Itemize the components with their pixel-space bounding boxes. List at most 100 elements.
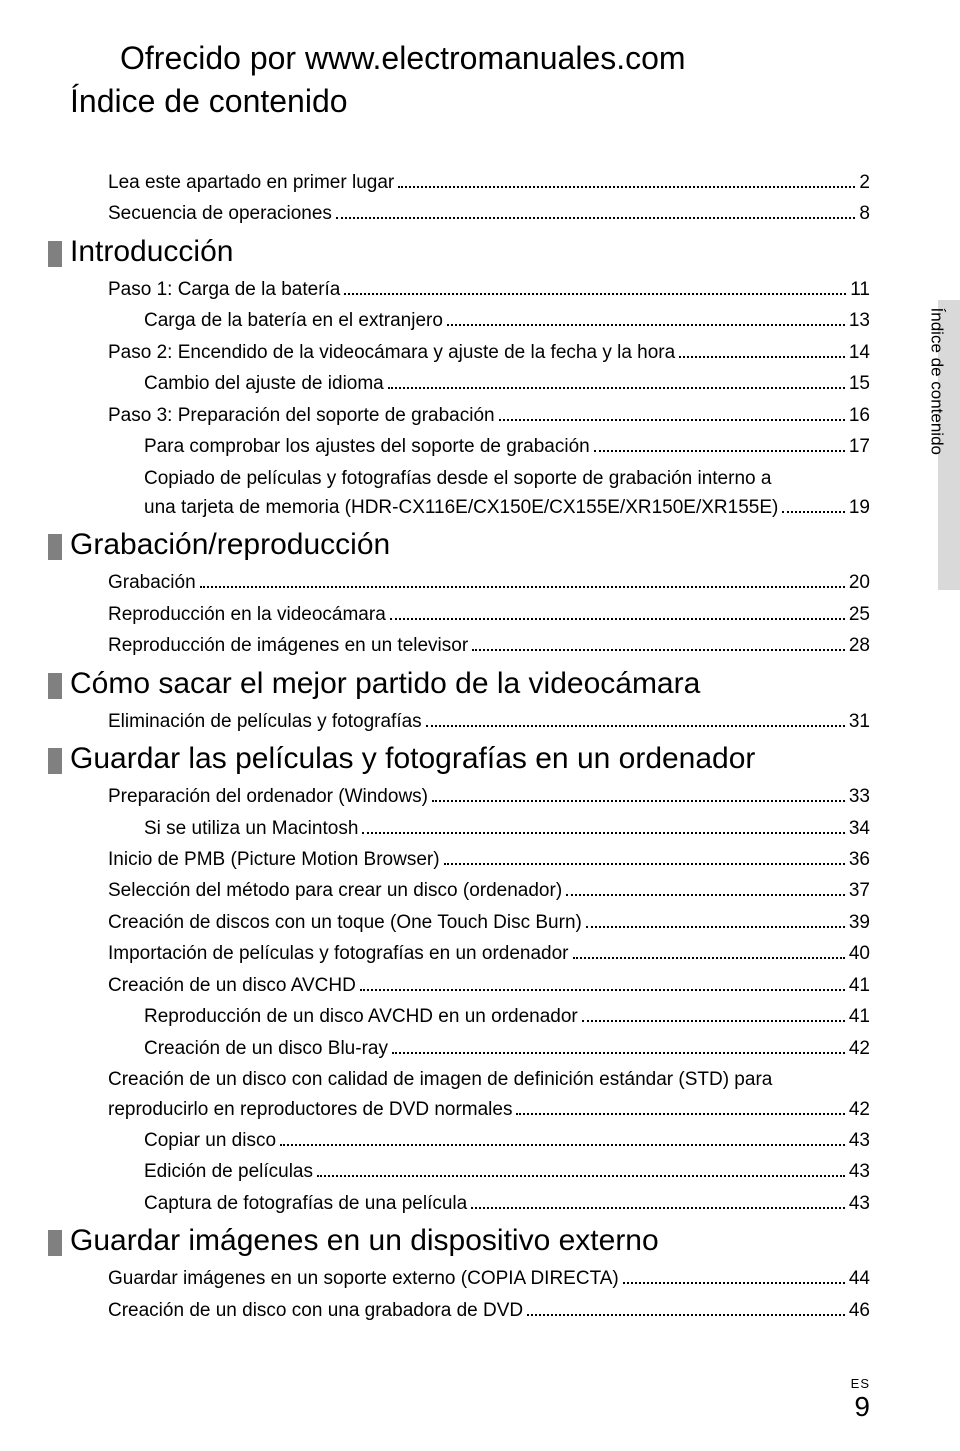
- toc-row[interactable]: Preparación del ordenador (Windows)33: [70, 782, 870, 811]
- table-of-contents: Lea este apartado en primer lugar2Secuen…: [70, 168, 870, 1325]
- toc-label: Importación de películas y fotografías e…: [108, 939, 569, 968]
- toc-row[interactable]: Paso 3: Preparación del soporte de graba…: [70, 401, 870, 430]
- toc-page: 8: [859, 199, 870, 228]
- toc-dots: [566, 881, 845, 896]
- toc-dots: [471, 1194, 845, 1209]
- toc-label: Carga de la batería en el extranjero: [144, 306, 443, 335]
- toc-label: Creación de un disco Blu-ray: [144, 1034, 388, 1063]
- toc-page: 14: [849, 338, 870, 367]
- toc-page: 43: [849, 1126, 870, 1155]
- section-title: Guardar imágenes en un dispositivo exter…: [70, 1224, 870, 1258]
- toc-dots: [360, 976, 845, 991]
- toc-dots: [782, 498, 845, 513]
- toc-label: Selección del método para crear un disco…: [108, 876, 562, 905]
- toc-page: 20: [849, 568, 870, 597]
- toc-page: 41: [849, 971, 870, 1000]
- toc-dots: [390, 605, 845, 620]
- toc-page: 36: [849, 845, 870, 874]
- page-footer: ES 9: [851, 1376, 870, 1423]
- toc-row[interactable]: Si se utiliza un Macintosh34: [70, 814, 870, 843]
- section-title: Introducción: [70, 235, 870, 269]
- toc-row[interactable]: Importación de películas y fotografías e…: [70, 939, 870, 968]
- toc-label: Paso 2: Encendido de la videocámara y aj…: [108, 338, 675, 367]
- toc-dots: [398, 173, 855, 188]
- toc-row[interactable]: Creación de un disco Blu-ray 42: [70, 1034, 870, 1063]
- footer-page-number: 9: [851, 1391, 870, 1423]
- toc-row[interactable]: Paso 2: Encendido de la videocámara y aj…: [70, 338, 870, 367]
- toc-dots: [317, 1162, 845, 1177]
- toc-page: 17: [849, 432, 870, 461]
- toc-page: 34: [849, 814, 870, 843]
- toc-row[interactable]: Reproducción de imágenes en un televisor…: [70, 631, 870, 660]
- toc-label: Lea este apartado en primer lugar: [108, 168, 394, 197]
- toc-dots: [280, 1131, 845, 1146]
- toc-label: Creación de un disco con una grabadora d…: [108, 1296, 523, 1325]
- toc-dots: [444, 850, 845, 865]
- toc-row[interactable]: Guardar imágenes en un soporte externo (…: [70, 1264, 870, 1293]
- toc-row[interactable]: Creación de discos con un toque (One Tou…: [70, 908, 870, 937]
- header-link: Ofrecido por www.electromanuales.com: [120, 40, 870, 77]
- toc-label: una tarjeta de memoria (HDR-CX116E/CX150…: [144, 493, 778, 522]
- toc-label: Copiado de películas y fotografías desde…: [144, 464, 870, 493]
- toc-page: 40: [849, 939, 870, 968]
- toc-dots: [499, 405, 845, 420]
- toc-row[interactable]: Selección del método para crear un disco…: [70, 876, 870, 905]
- toc-row[interactable]: Copiado de películas y fotografías desde…: [70, 464, 870, 523]
- toc-label: Creación de un disco con calidad de imag…: [108, 1065, 870, 1094]
- toc-label: Creación de un disco AVCHD: [108, 971, 356, 1000]
- toc-row[interactable]: Creación de un disco AVCHD 41: [70, 971, 870, 1000]
- toc-dots: [582, 1007, 845, 1022]
- toc-row[interactable]: Grabación20: [70, 568, 870, 597]
- toc-label: Reproducción de un disco AVCHD en un ord…: [144, 1002, 578, 1031]
- toc-row[interactable]: Lea este apartado en primer lugar 2: [70, 168, 870, 197]
- toc-label: Eliminación de películas y fotografías: [108, 707, 422, 736]
- toc-dots: [679, 343, 845, 358]
- toc-row[interactable]: Carga de la batería en el extranjero 13: [70, 306, 870, 335]
- toc-page: 15: [849, 369, 870, 398]
- toc-row[interactable]: Creación de un disco con calidad de imag…: [70, 1065, 870, 1124]
- toc-page: 16: [849, 401, 870, 430]
- toc-label: Copiar un disco: [144, 1126, 276, 1155]
- toc-label: Inicio de PMB (Picture Motion Browser): [108, 845, 440, 874]
- toc-row[interactable]: Secuencia de operaciones 8: [70, 199, 870, 228]
- toc-label: Paso 3: Preparación del soporte de graba…: [108, 401, 495, 430]
- toc-page: 2: [859, 168, 870, 197]
- toc-page: 39: [849, 908, 870, 937]
- toc-dots: [623, 1269, 845, 1284]
- toc-row[interactable]: Para comprobar los ajustes del soporte d…: [70, 432, 870, 461]
- toc-page: 31: [849, 707, 870, 736]
- toc-row[interactable]: Inicio de PMB (Picture Motion Browser) 36: [70, 845, 870, 874]
- toc-label: Captura de fotografías de una película: [144, 1189, 467, 1218]
- toc-row[interactable]: Eliminación de películas y fotografías 31: [70, 707, 870, 736]
- toc-label: Creación de discos con un toque (One Tou…: [108, 908, 582, 937]
- toc-row[interactable]: Edición de películas43: [70, 1157, 870, 1186]
- toc-dots: [432, 787, 845, 802]
- toc-page: 44: [849, 1264, 870, 1293]
- toc-label: Secuencia de operaciones: [108, 199, 332, 228]
- toc-page: 42: [849, 1034, 870, 1063]
- page-title: Índice de contenido: [70, 83, 870, 120]
- toc-row[interactable]: Cambio del ajuste de idioma15: [70, 369, 870, 398]
- section-title: Grabación/reproducción: [70, 528, 870, 562]
- toc-row[interactable]: Reproducción de un disco AVCHD en un ord…: [70, 1002, 870, 1031]
- section-title: Cómo sacar el mejor partido de la videoc…: [70, 667, 870, 701]
- side-tab: Índice de contenido: [916, 300, 960, 590]
- toc-dots: [516, 1099, 844, 1114]
- toc-page: 13: [849, 306, 870, 335]
- toc-page: 25: [849, 600, 870, 629]
- toc-page: 46: [849, 1296, 870, 1325]
- toc-row[interactable]: Paso 1: Carga de la batería11: [70, 275, 870, 304]
- toc-row[interactable]: Reproducción en la videocámara25: [70, 600, 870, 629]
- toc-page: 28: [849, 631, 870, 660]
- toc-dots: [362, 818, 844, 833]
- toc-dots: [586, 913, 845, 928]
- toc-row[interactable]: Captura de fotografías de una película43: [70, 1189, 870, 1218]
- toc-row[interactable]: Copiar un disco 43: [70, 1126, 870, 1155]
- toc-dots: [472, 636, 845, 651]
- toc-page: 37: [849, 876, 870, 905]
- toc-page: 41: [849, 1002, 870, 1031]
- toc-label: Paso 1: Carga de la batería: [108, 275, 340, 304]
- toc-page: 43: [849, 1157, 870, 1186]
- toc-dots: [392, 1038, 845, 1053]
- toc-row[interactable]: Creación de un disco con una grabadora d…: [70, 1296, 870, 1325]
